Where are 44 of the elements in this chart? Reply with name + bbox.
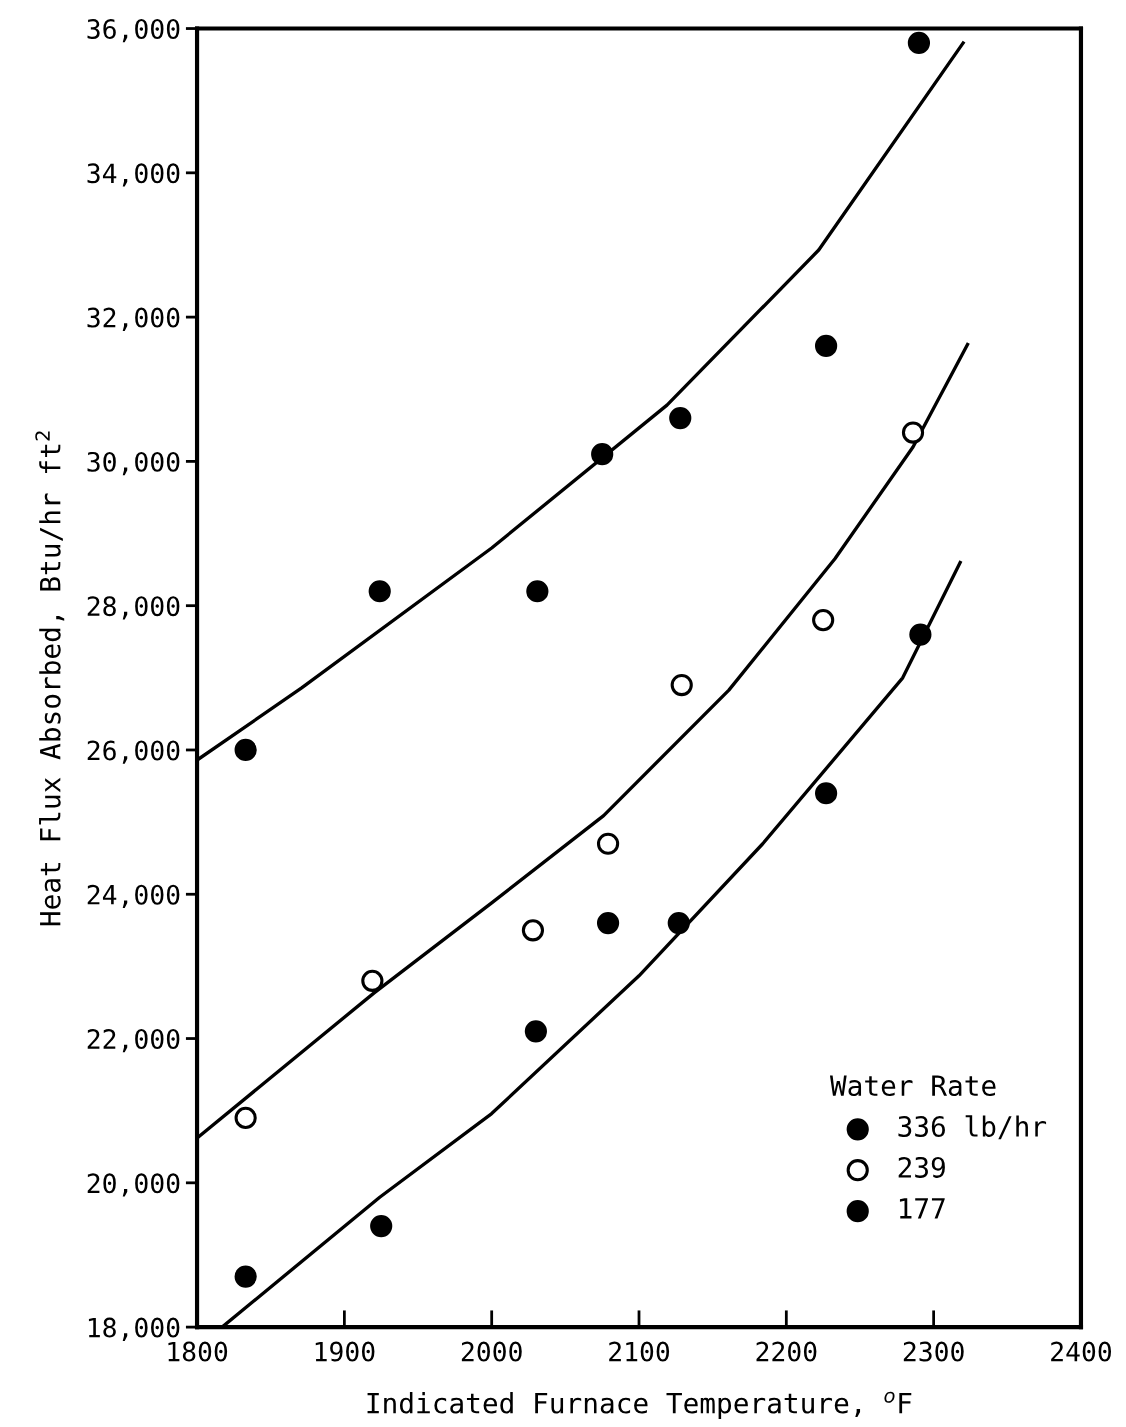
y-tick-label: 36,000: [87, 19, 180, 43]
y-tick-label: 30,000: [87, 451, 180, 476]
point: [909, 623, 932, 646]
x-axis-title: Indicated Furnace Temperature, $^{o}$F: [367, 1391, 912, 1419]
point: [596, 912, 620, 935]
point: [591, 443, 614, 466]
x-tick-label: 2300: [903, 1341, 964, 1362]
y-tick-label: 26,000: [87, 740, 180, 764]
y-tick-label: 34,000: [87, 163, 180, 187]
point: [907, 31, 931, 55]
y-tick-label: 24,000: [87, 884, 180, 909]
x-tick-label: 2100: [609, 1341, 670, 1362]
point: [234, 738, 257, 762]
point: [234, 1106, 257, 1129]
legend-label: 336 lb/hr: [898, 1115, 1047, 1140]
point: [596, 832, 620, 855]
point: [524, 1020, 547, 1043]
legend-label: 177: [899, 1198, 945, 1219]
y-axis-title: Heat Flux Absorbed, Btu/hr ft$^{2}$: [35, 431, 65, 926]
x-tick-label: 2000: [461, 1341, 522, 1362]
point: [526, 580, 549, 603]
point: [815, 782, 838, 805]
point: [234, 1265, 257, 1288]
point: [669, 407, 692, 430]
y-tick-label: 22,000: [87, 1029, 180, 1053]
point: [370, 1215, 393, 1238]
point: [901, 421, 925, 444]
y-tick-label: 18,000: [88, 1317, 180, 1341]
x-tick-label: 2400: [1051, 1341, 1112, 1362]
y-tick-label: 28,000: [87, 596, 180, 620]
point: [368, 580, 391, 603]
point: [670, 673, 693, 697]
y-tick-label: 32,000: [87, 307, 180, 331]
point: [361, 969, 384, 992]
x-tick-label: 1800: [168, 1341, 228, 1362]
point: [521, 919, 545, 942]
x-tick-label: 1900: [315, 1341, 375, 1362]
point: [812, 609, 835, 632]
y-tick-label: 20,000: [87, 1173, 180, 1197]
x-tick-label: 2200: [756, 1341, 817, 1362]
point: [667, 912, 690, 935]
legend-label: 239: [898, 1156, 945, 1178]
legend-title: Water Rate: [829, 1075, 996, 1097]
point: [815, 334, 838, 358]
